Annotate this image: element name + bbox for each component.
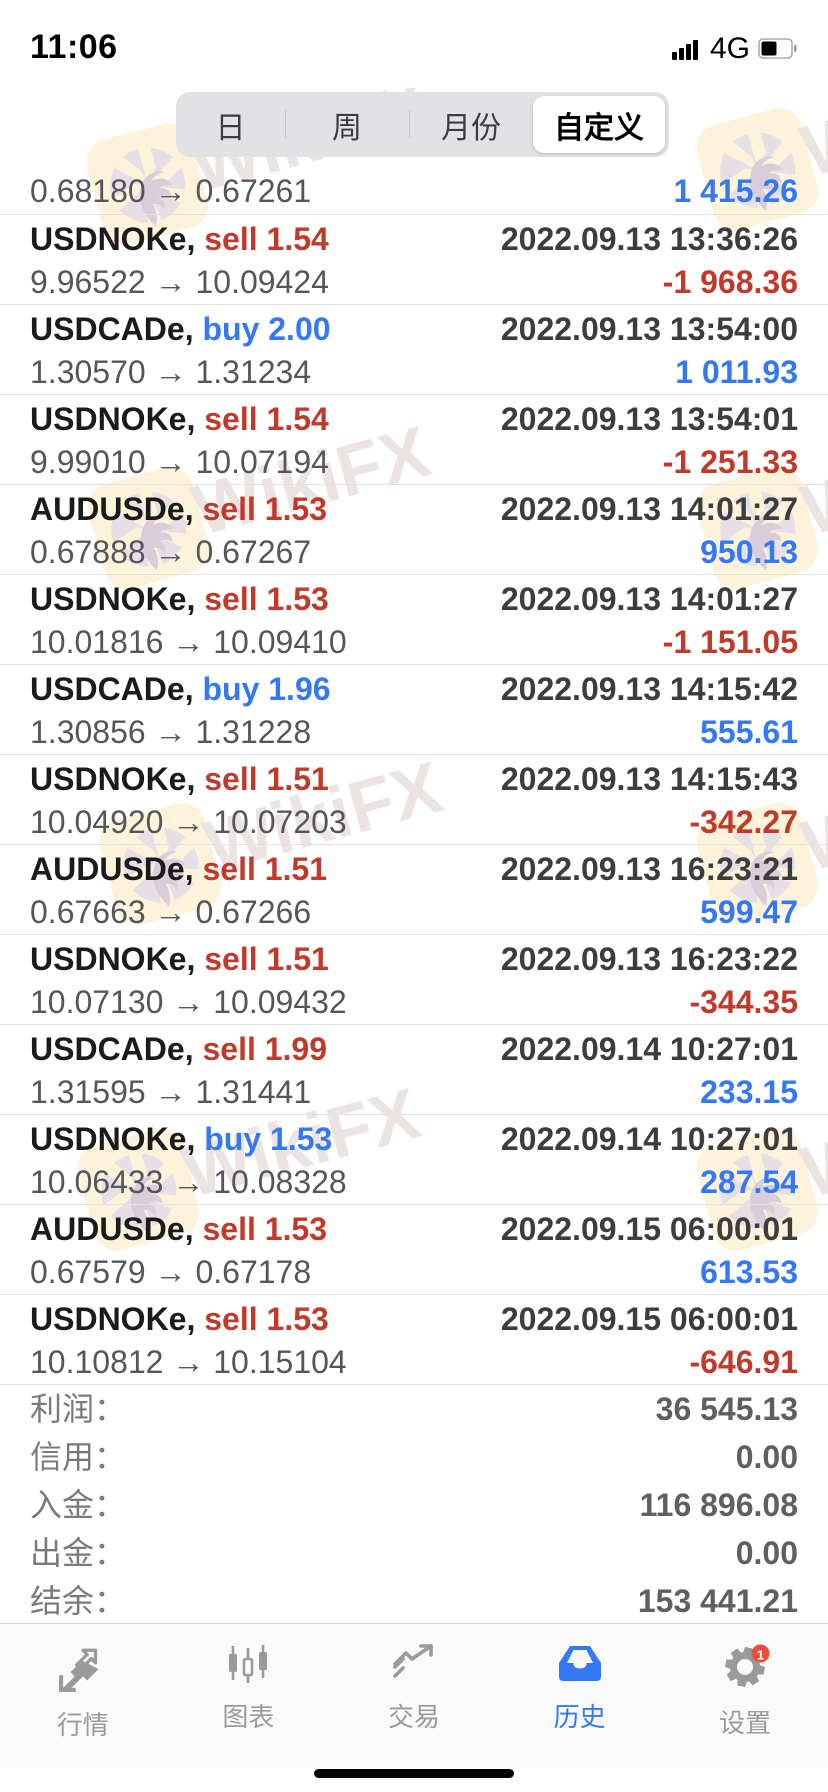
svg-text:1: 1 xyxy=(757,1648,764,1663)
